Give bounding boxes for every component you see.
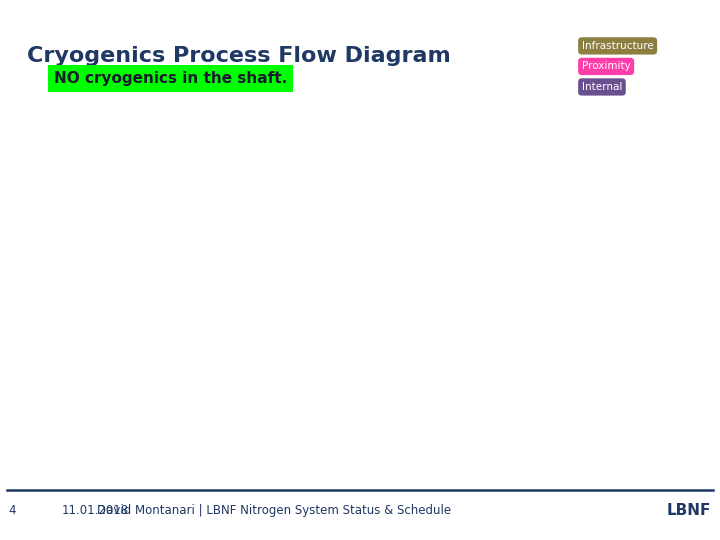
Text: David Montanari | LBNF Nitrogen System Status & Schedule: David Montanari | LBNF Nitrogen System S… xyxy=(96,504,451,517)
Text: Cryogenics Process Flow Diagram: Cryogenics Process Flow Diagram xyxy=(27,46,451,66)
Text: LBNF: LBNF xyxy=(667,503,711,518)
Text: 4: 4 xyxy=(9,504,16,517)
Text: NO cryogenics in the shaft.: NO cryogenics in the shaft. xyxy=(54,71,287,86)
Text: Proximity: Proximity xyxy=(582,62,631,71)
Text: 11.01.2018: 11.01.2018 xyxy=(61,504,128,517)
Text: Infrastructure: Infrastructure xyxy=(582,41,654,51)
Text: Internal: Internal xyxy=(582,82,622,92)
